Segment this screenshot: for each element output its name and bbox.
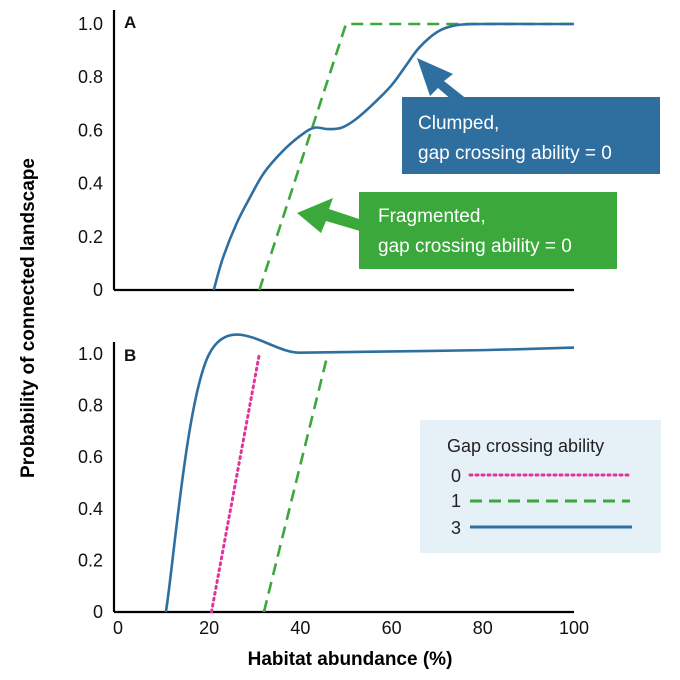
- panel-b-x-tick-label: 40: [290, 618, 310, 638]
- panel-b-y-tick-label: 0.8: [78, 396, 103, 416]
- panel-b-y-tick-label: 0.2: [78, 550, 103, 570]
- panel-a-y-tick-label: 0.2: [78, 227, 103, 247]
- clumped-callout-arrow: [417, 58, 473, 112]
- legend-background: [420, 420, 661, 553]
- fragmented-callout-box: [359, 192, 617, 269]
- x-axis-title: Habitat abundance (%): [248, 649, 453, 670]
- panel-b-series-line-0: [209, 352, 261, 614]
- panel-a-letter: A: [124, 13, 136, 32]
- panel-b-y-tick-label: 1.0: [78, 344, 103, 364]
- fragmented-callout-line1: Fragmented,: [378, 206, 486, 227]
- panel-a-series-line-1: [212, 22, 574, 291]
- clumped-callout-line1: Clumped,: [418, 113, 499, 134]
- panel-b-y-tick-label: 0.4: [78, 499, 103, 519]
- clumped-callout-line2: gap crossing ability = 0: [418, 143, 612, 164]
- panel-a-y-tick-label: 0.4: [78, 174, 103, 194]
- panel-b-x-tick-label: 0: [113, 618, 123, 638]
- y-axis-title: Probability of connected landscape: [18, 158, 39, 478]
- panel-a-y-tick-label: 0.6: [78, 120, 103, 140]
- panel-a-axes: 0 0.2 0.4 0.6 0.8 1.0: [78, 10, 574, 300]
- panel-a-y-tick-label: 0: [93, 280, 103, 300]
- panel-b-y-tick-label: 0.6: [78, 447, 103, 467]
- legend-title: Gap crossing ability: [447, 436, 604, 456]
- panel-a-series: [212, 22, 574, 291]
- panel-a-y-tick-label: 1.0: [78, 14, 103, 34]
- legend-label-3: 3: [451, 518, 461, 538]
- panel-b-axes: 0 0.2 0.4 0.6 0.8 1.0 0 20 40 60 80 100: [78, 342, 589, 638]
- fragmented-callout-line2: gap crossing ability = 0: [378, 236, 572, 257]
- panel-b-series-line-2: [164, 333, 575, 613]
- legend-label-1: 1: [451, 491, 461, 511]
- panel-b-series-line-1: [262, 353, 330, 613]
- panel-a-y-tick-label: 0.8: [78, 67, 103, 87]
- panel-b-x-tick-label: 80: [473, 618, 493, 638]
- panel-b-series: [164, 333, 575, 614]
- panel-b-x-tick-label: 100: [559, 618, 589, 638]
- panel-b-x-tick-label: 60: [382, 618, 402, 638]
- fragmented-callout-arrow: [297, 198, 362, 233]
- panel-b-x-tick-label: 20: [199, 618, 219, 638]
- legend-label-0: 0: [451, 466, 461, 486]
- clumped-callout-box: [402, 97, 660, 174]
- panel-b-letter: B: [124, 346, 136, 365]
- panel-b-y-tick-label: 0: [93, 602, 103, 622]
